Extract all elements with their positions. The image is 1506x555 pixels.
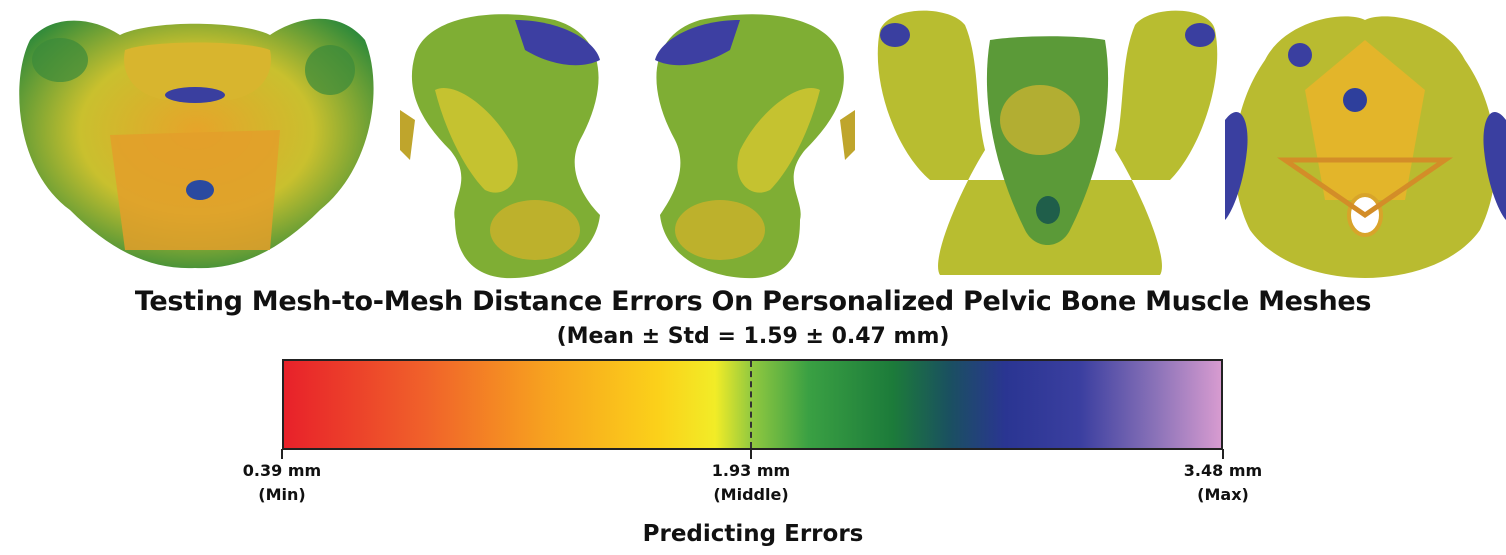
middle-tick bbox=[750, 449, 752, 459]
max-label: 3.48 mm (Max) bbox=[1153, 459, 1293, 507]
pelvic-mesh-views bbox=[19, 10, 1506, 279]
middle-value: 1.93 mm bbox=[711, 461, 791, 480]
middle-caption: (Middle) bbox=[713, 485, 789, 504]
figure-title: Testing Mesh-to-Mesh Distance Errors On … bbox=[134, 286, 1372, 317]
pelvis-view-anterior bbox=[19, 18, 374, 269]
pelvis-view-right-lateral bbox=[655, 14, 855, 279]
middle-dashed-line bbox=[750, 361, 752, 448]
min-tick bbox=[281, 449, 283, 459]
pelvis-view-left-lateral bbox=[400, 14, 600, 279]
colorbar-axis-title: Predicting Errors bbox=[642, 521, 864, 547]
min-label: 0.39 mm (Min) bbox=[212, 459, 352, 507]
min-caption: (Min) bbox=[258, 485, 306, 504]
middle-label: 1.93 mm (Middle) bbox=[681, 459, 821, 507]
min-value: 0.39 mm bbox=[242, 461, 322, 480]
figure-subtitle: (Mean ± Std = 1.59 ± 0.47 mm) bbox=[556, 324, 950, 349]
pelvis-view-posterior bbox=[877, 10, 1218, 275]
max-tick bbox=[1222, 449, 1224, 459]
max-caption: (Max) bbox=[1197, 485, 1249, 504]
color-scale-bar bbox=[282, 359, 1223, 450]
pelvis-view-inferior bbox=[1225, 16, 1506, 279]
max-value: 3.48 mm bbox=[1183, 461, 1263, 480]
